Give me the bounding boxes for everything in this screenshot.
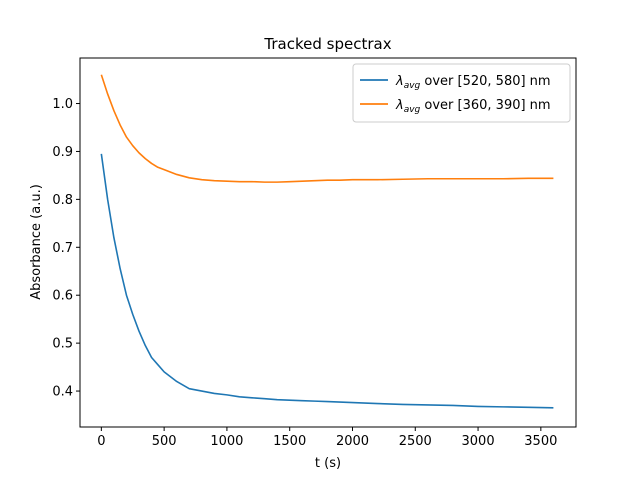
legend: λavg over [520, 580] nm λavg over [360, 3… xyxy=(352,63,571,123)
x-tick-label: 1500 xyxy=(273,434,306,449)
y-tick-label: 0.4 xyxy=(52,385,73,400)
y-tick-label: 0.8 xyxy=(52,193,73,208)
y-axis: 0.4 0.5 0.6 0.7 0.8 0.9 1.0 xyxy=(52,97,80,400)
y-tick-label: 0.9 xyxy=(52,145,73,160)
y-tick-label: 0.6 xyxy=(52,289,73,304)
series-layer xyxy=(100,74,554,409)
x-tick-label: 2500 xyxy=(399,434,432,449)
y-tick-label: 0.7 xyxy=(52,241,73,256)
y-tick-label: 1.0 xyxy=(52,97,73,112)
x-tick-label: 2000 xyxy=(336,434,369,449)
series-line-1 xyxy=(100,74,554,183)
chart-title: Tracked spectrax xyxy=(263,35,391,53)
plot-area: 0 500 1000 1500 2000 2500 3000 3500 0.40.50.60.… xyxy=(52,57,577,449)
x-axis-label: t (s) xyxy=(315,456,341,471)
legend-box xyxy=(352,63,571,123)
x-tick-label: 3500 xyxy=(524,434,557,449)
series-line-0 xyxy=(100,153,554,409)
x-tick-label: 3000 xyxy=(462,434,495,449)
x-axis: 0 500 1000 1500 2000 2500 3000 3500 xyxy=(97,427,557,449)
legend-label-1: λavg over [360, 390] nm xyxy=(395,98,551,115)
x-tick-label: 500 xyxy=(152,434,177,449)
x-tick-label: 0 xyxy=(97,434,105,449)
y-axis-label: Absorbance (a.u.) xyxy=(29,184,44,300)
legend-label-0: λavg over [520, 580] nm xyxy=(395,74,551,91)
x-tick-label: 1000 xyxy=(210,434,243,449)
plot-frame xyxy=(79,57,577,428)
y-tick-label: 0.5 xyxy=(52,337,73,352)
